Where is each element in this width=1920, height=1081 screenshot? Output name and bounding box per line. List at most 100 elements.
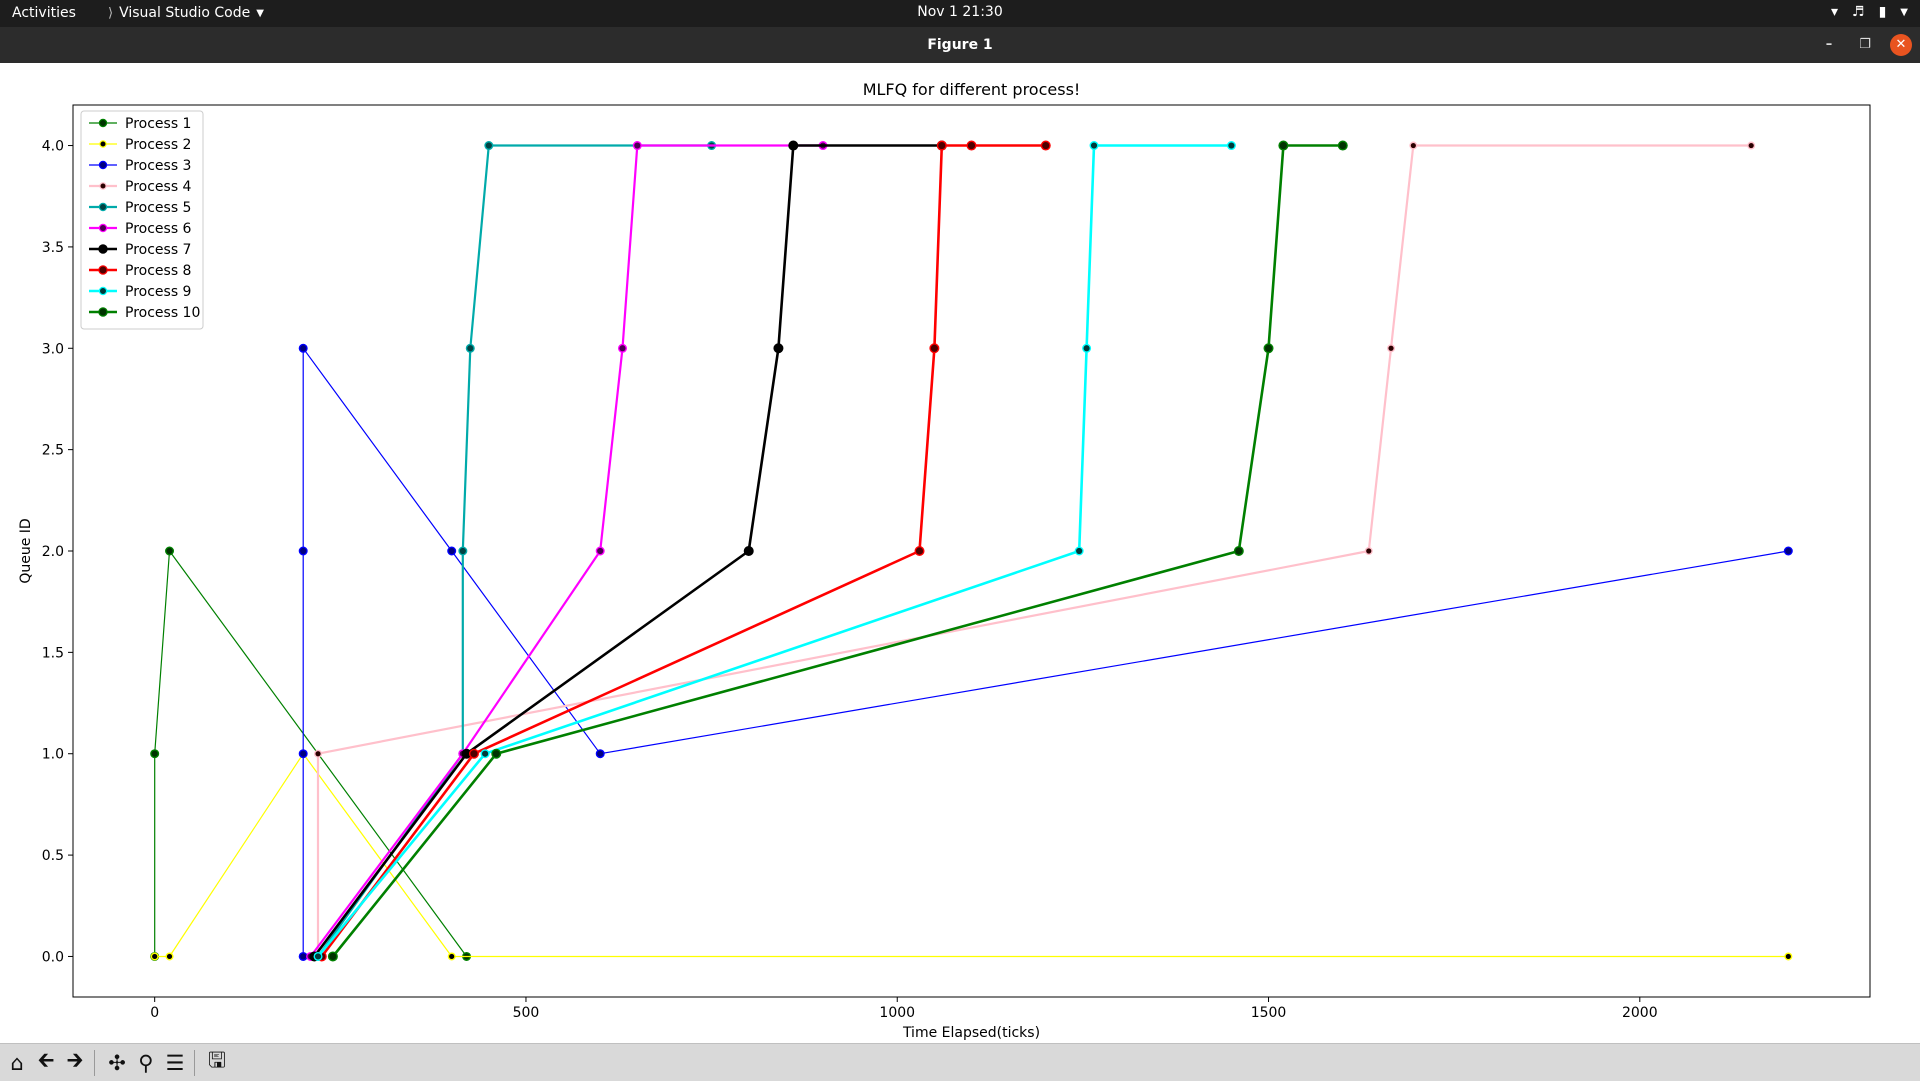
mlfq-chart: MLFQ for different process! 0 500 1000 1500 2… — [18, 80, 1871, 1041]
series-8 — [316, 140, 1051, 962]
plot-frame — [72, 104, 1871, 998]
x-tick-label: 2000 — [1622, 1005, 1658, 1021]
close-button[interactable]: ✕ — [1890, 34, 1912, 56]
maximize-button[interactable]: ❐ — [1859, 37, 1871, 52]
series-9 — [313, 141, 1236, 961]
legend-marker — [98, 223, 108, 233]
data-point — [914, 546, 925, 557]
legend-marker — [98, 160, 108, 170]
minimize-button[interactable]: – — [1825, 37, 1833, 52]
y-tick-label: 3.0 — [42, 341, 64, 357]
volume-icon: ♬ — [1852, 4, 1865, 20]
navigation-toolbar: ⌂ 🡰 🡲 ✣ ⚲ ☰ 🖫 — [0, 1043, 1920, 1081]
data-point — [1387, 344, 1396, 353]
legend-marker — [98, 265, 108, 275]
legend-marker — [98, 118, 108, 128]
vscode-icon: ⟩ — [108, 5, 114, 21]
series-5 — [313, 141, 717, 961]
y-tick-label: 4.0 — [42, 139, 64, 155]
legend-entry: Process 5 — [89, 200, 191, 216]
data-point — [632, 141, 642, 151]
data-point — [150, 952, 159, 961]
data-point — [1364, 547, 1373, 556]
app-name: Visual Studio Code — [119, 5, 251, 21]
legend-label: Process 1 — [125, 116, 191, 132]
data-point — [773, 343, 784, 354]
data-point — [1089, 141, 1099, 151]
legend-entry: Process 6 — [89, 221, 192, 237]
series-6 — [306, 141, 828, 961]
window-title: Figure 1 — [927, 37, 993, 53]
y-tick-label: 0.5 — [42, 848, 64, 864]
configure-subplots-icon[interactable]: ☰ — [165, 1051, 185, 1075]
legend-label: Process 6 — [125, 221, 192, 237]
series-line — [316, 144, 1232, 958]
system-tray[interactable]: ▾ ♬ ▮ ▼ — [1831, 4, 1908, 20]
y-tick-label: 3.5 — [42, 240, 64, 256]
clock[interactable]: Nov 1 21:30 — [917, 4, 1003, 20]
save-icon[interactable]: 🖫 — [208, 1047, 226, 1072]
legend: Process 1 Process 2 Process 3 Process 4 Proc… — [80, 110, 204, 330]
zoom-icon[interactable]: ⚲ — [138, 1051, 154, 1075]
data-point — [1074, 546, 1084, 556]
activities-button[interactable]: Activities — [12, 5, 76, 21]
legend-marker — [99, 182, 107, 190]
legend-entry: Process 10 — [89, 305, 200, 321]
data-point — [298, 546, 308, 556]
window-title-bar[interactable]: Figure 1 – ❐ ✕ — [0, 27, 1920, 63]
data-point — [936, 140, 947, 151]
x-tick-label: 500 — [513, 1005, 540, 1021]
data-point — [788, 140, 799, 151]
data-point — [1263, 343, 1274, 354]
data-point — [468, 748, 479, 759]
data-point — [491, 748, 502, 759]
data-point — [165, 952, 174, 961]
legend-entry: Process 8 — [89, 263, 191, 279]
legend-label: Process 8 — [125, 263, 191, 279]
data-point — [595, 749, 605, 759]
data-point — [929, 343, 940, 354]
data-point — [298, 951, 308, 961]
legend-entry: Process 7 — [89, 242, 191, 258]
back-arrow-icon[interactable]: 🡰 — [37, 1047, 55, 1072]
data-point — [1784, 952, 1793, 961]
legend-marker — [98, 202, 108, 212]
home-icon[interactable]: ⌂ — [10, 1051, 24, 1075]
app-menu[interactable]: ⟩ Visual Studio Code ▼ — [108, 5, 264, 21]
y-tick-label: 2.0 — [42, 544, 64, 560]
data-point — [458, 546, 468, 556]
y-tick-label: 0.0 — [42, 949, 64, 965]
legend-marker — [98, 286, 108, 296]
forward-arrow-icon[interactable]: 🡲 — [66, 1047, 84, 1072]
pan-icon[interactable]: ✣ — [108, 1051, 126, 1075]
data-point — [314, 749, 323, 758]
data-point — [447, 546, 457, 556]
data-point — [1082, 343, 1092, 353]
legend-marker — [98, 244, 108, 254]
series-1 — [150, 546, 472, 961]
legend-entry: Process 1 — [89, 116, 191, 132]
wifi-icon: ▾ — [1830, 4, 1839, 20]
data-point — [447, 952, 456, 961]
series-4 — [314, 141, 1756, 961]
y-axis-label: Queue ID — [18, 518, 34, 583]
data-point — [1783, 546, 1793, 556]
series-line — [313, 144, 942, 958]
data-point — [617, 343, 627, 353]
toolbar-separator — [94, 1050, 95, 1076]
toolbar-separator — [194, 1050, 195, 1076]
data-point — [1747, 141, 1756, 150]
legend-entry: Process 4 — [89, 179, 192, 195]
data-point — [313, 951, 323, 961]
series-line — [331, 144, 1343, 958]
series-line — [316, 144, 1752, 957]
y-tick-label: 2.5 — [42, 443, 64, 459]
data-point — [150, 749, 160, 759]
data-point — [743, 546, 754, 557]
series-10 — [327, 140, 1348, 962]
y-tick-label: 1.0 — [42, 747, 64, 763]
legend-label: Process 2 — [125, 137, 191, 153]
data-point — [327, 951, 338, 962]
chevron-down-icon: ▼ — [1900, 7, 1908, 18]
data-point — [298, 343, 308, 353]
